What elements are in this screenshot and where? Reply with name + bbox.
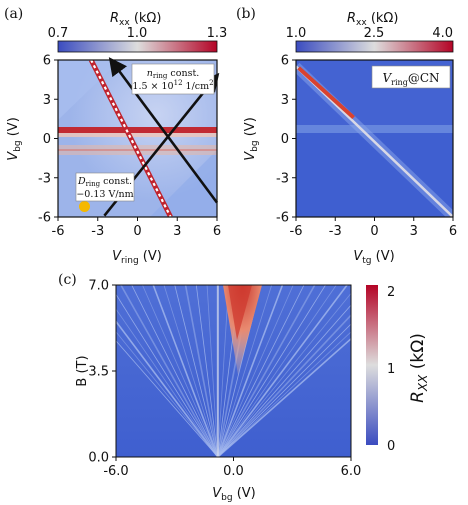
panel-b-x-tick-label: 6 bbox=[449, 224, 457, 239]
panel-a-x-tick-label: 0 bbox=[133, 224, 141, 239]
fan-line bbox=[217, 285, 230, 457]
x-ticks-c: -6.0 0.0 6.07.03.50.0 bbox=[88, 279, 361, 480]
colorbar-c-tick: 1 bbox=[387, 362, 395, 377]
annotation-cn: Vring@CN bbox=[382, 71, 439, 87]
fan-line bbox=[217, 323, 351, 457]
panel-b-label: (b) bbox=[236, 6, 256, 22]
panel-a-y-tick-label: -3 bbox=[38, 171, 51, 186]
fan-line bbox=[217, 285, 316, 457]
fan-line bbox=[217, 285, 284, 457]
panel-a-y-tick-label: 0 bbox=[43, 132, 51, 147]
x-axis-label-c: Vbg (V) bbox=[212, 486, 256, 503]
panel-b-y-tick-label: -3 bbox=[276, 171, 289, 186]
x-ticks-a: -6 -3 0 3 6 6 3 0 -3 -6 bbox=[38, 54, 221, 240]
fan-line bbox=[195, 285, 219, 457]
colorbar-c-title: RXX (kΩ) bbox=[408, 333, 430, 403]
fan-line bbox=[116, 320, 219, 457]
colorbar-a bbox=[57, 40, 218, 53]
annotation-d-ring-line2: −0.13 V/nm bbox=[76, 189, 133, 200]
fan-line bbox=[217, 285, 305, 457]
colorbar-a-tick: 1.0 bbox=[127, 26, 148, 41]
annotation-n-ring-line1: nring const. bbox=[147, 68, 200, 80]
landau-fan bbox=[116, 285, 351, 457]
panel-b-x-tick-label: -3 bbox=[329, 224, 342, 239]
colorbar-b-tick: 1.0 bbox=[286, 26, 307, 41]
marker-dot bbox=[79, 201, 90, 213]
panel-a-y-tick-label: -6 bbox=[38, 211, 51, 226]
resonance-line bbox=[58, 127, 217, 133]
fan-line bbox=[131, 285, 219, 457]
annotation-n-ring-line2: 1.5 × 1012 1/cm2 bbox=[132, 79, 213, 92]
fan-line bbox=[120, 285, 219, 457]
y-axis-label-a: Vbg (V) bbox=[6, 117, 23, 161]
fan-line bbox=[217, 314, 351, 457]
arrow-d-ring bbox=[108, 57, 219, 204]
panel-c-x-tick-label: 0.0 bbox=[223, 464, 244, 479]
panel-c-y-tick-label: 0.0 bbox=[88, 451, 109, 466]
colorbar-c-tick: 0 bbox=[387, 439, 395, 454]
diagonal-hot-segment bbox=[297, 66, 355, 120]
colorbar-a-tick: 1.3 bbox=[207, 26, 228, 41]
panel-a-x-tick-label: 6 bbox=[213, 224, 221, 239]
colorbar-a-title: Rxx (kΩ) bbox=[110, 11, 161, 28]
heatmap-c bbox=[116, 285, 351, 457]
colorbar-b-tick: 4.0 bbox=[432, 26, 453, 41]
panel-b-x-tick-label: 3 bbox=[410, 224, 418, 239]
horizontal-band bbox=[296, 125, 453, 133]
colorbar-b-tick: 2.5 bbox=[364, 26, 385, 41]
fan-line bbox=[217, 285, 337, 457]
fan-line bbox=[217, 285, 326, 457]
fan-line bbox=[163, 285, 219, 457]
panel-c-y-tick-label: 3.5 bbox=[88, 365, 109, 380]
panel-a-x-tick-label: -6 bbox=[52, 224, 65, 239]
fan-line bbox=[116, 331, 219, 457]
colorbar-a-tick: 0.7 bbox=[48, 26, 69, 41]
fan-line bbox=[217, 285, 348, 457]
panel-b-x-tick-label: -6 bbox=[290, 224, 303, 239]
fan-line bbox=[116, 308, 219, 457]
fan-line bbox=[217, 285, 273, 457]
fan-line bbox=[142, 285, 219, 457]
fan-line bbox=[217, 337, 351, 457]
fan-line bbox=[116, 293, 219, 457]
fan-line bbox=[217, 285, 294, 457]
annotation-d-ring-line1: Dring const. bbox=[77, 176, 132, 188]
fan-line bbox=[217, 331, 351, 457]
dashed-line-overlay bbox=[90, 60, 172, 217]
panel-a-x-tick-label: 3 bbox=[173, 224, 181, 239]
panel-c-label: (c) bbox=[58, 272, 77, 288]
annotation-d-ring-box bbox=[75, 172, 135, 202]
fan-line bbox=[206, 285, 219, 457]
panel-c-y-tick-label: 7.0 bbox=[88, 279, 109, 294]
y-axis-label-c: B (T) bbox=[75, 355, 90, 386]
x-ticks-b: -6 -3 0 3 6 6 3 0 -3 -6 bbox=[276, 54, 457, 240]
colorbar-b-title: Rxx (kΩ) bbox=[347, 11, 398, 28]
panel-b-y-tick-label: 6 bbox=[281, 54, 289, 69]
panel-b-y-tick-label: 3 bbox=[281, 93, 289, 108]
annotation-cn-box bbox=[371, 65, 451, 89]
panel-b-y-tick-label: 0 bbox=[281, 132, 289, 147]
panel-b-x-tick-label: 0 bbox=[370, 224, 378, 239]
annotation-n-ring-box bbox=[131, 63, 215, 95]
fan-line bbox=[174, 285, 219, 457]
x-axis-label-b: Vtg (V) bbox=[353, 249, 394, 266]
colorbar-c bbox=[366, 285, 378, 445]
panel-a-y-tick-label: 3 bbox=[43, 93, 51, 108]
y-axis-label-b: Vbg (V) bbox=[243, 117, 260, 161]
panel-b-y-tick-label: -6 bbox=[276, 211, 289, 226]
panel-a-x-tick-label: -3 bbox=[91, 224, 104, 239]
fan-line bbox=[184, 285, 219, 457]
panel-c-x-tick-label: 6.0 bbox=[341, 464, 362, 479]
fan-line bbox=[152, 285, 219, 457]
x-axis-label-a: Vring (V) bbox=[112, 249, 162, 266]
panel-a-label: (a) bbox=[4, 6, 23, 22]
fan-line bbox=[217, 292, 351, 457]
panel-c-x-tick-label: -6.0 bbox=[103, 464, 128, 479]
colorbar-c-tick: 2 bbox=[387, 285, 395, 300]
fan-line bbox=[116, 340, 219, 457]
fan-line bbox=[217, 304, 351, 457]
colorbar-b bbox=[295, 40, 454, 53]
panel-a-y-tick-label: 6 bbox=[43, 54, 51, 69]
